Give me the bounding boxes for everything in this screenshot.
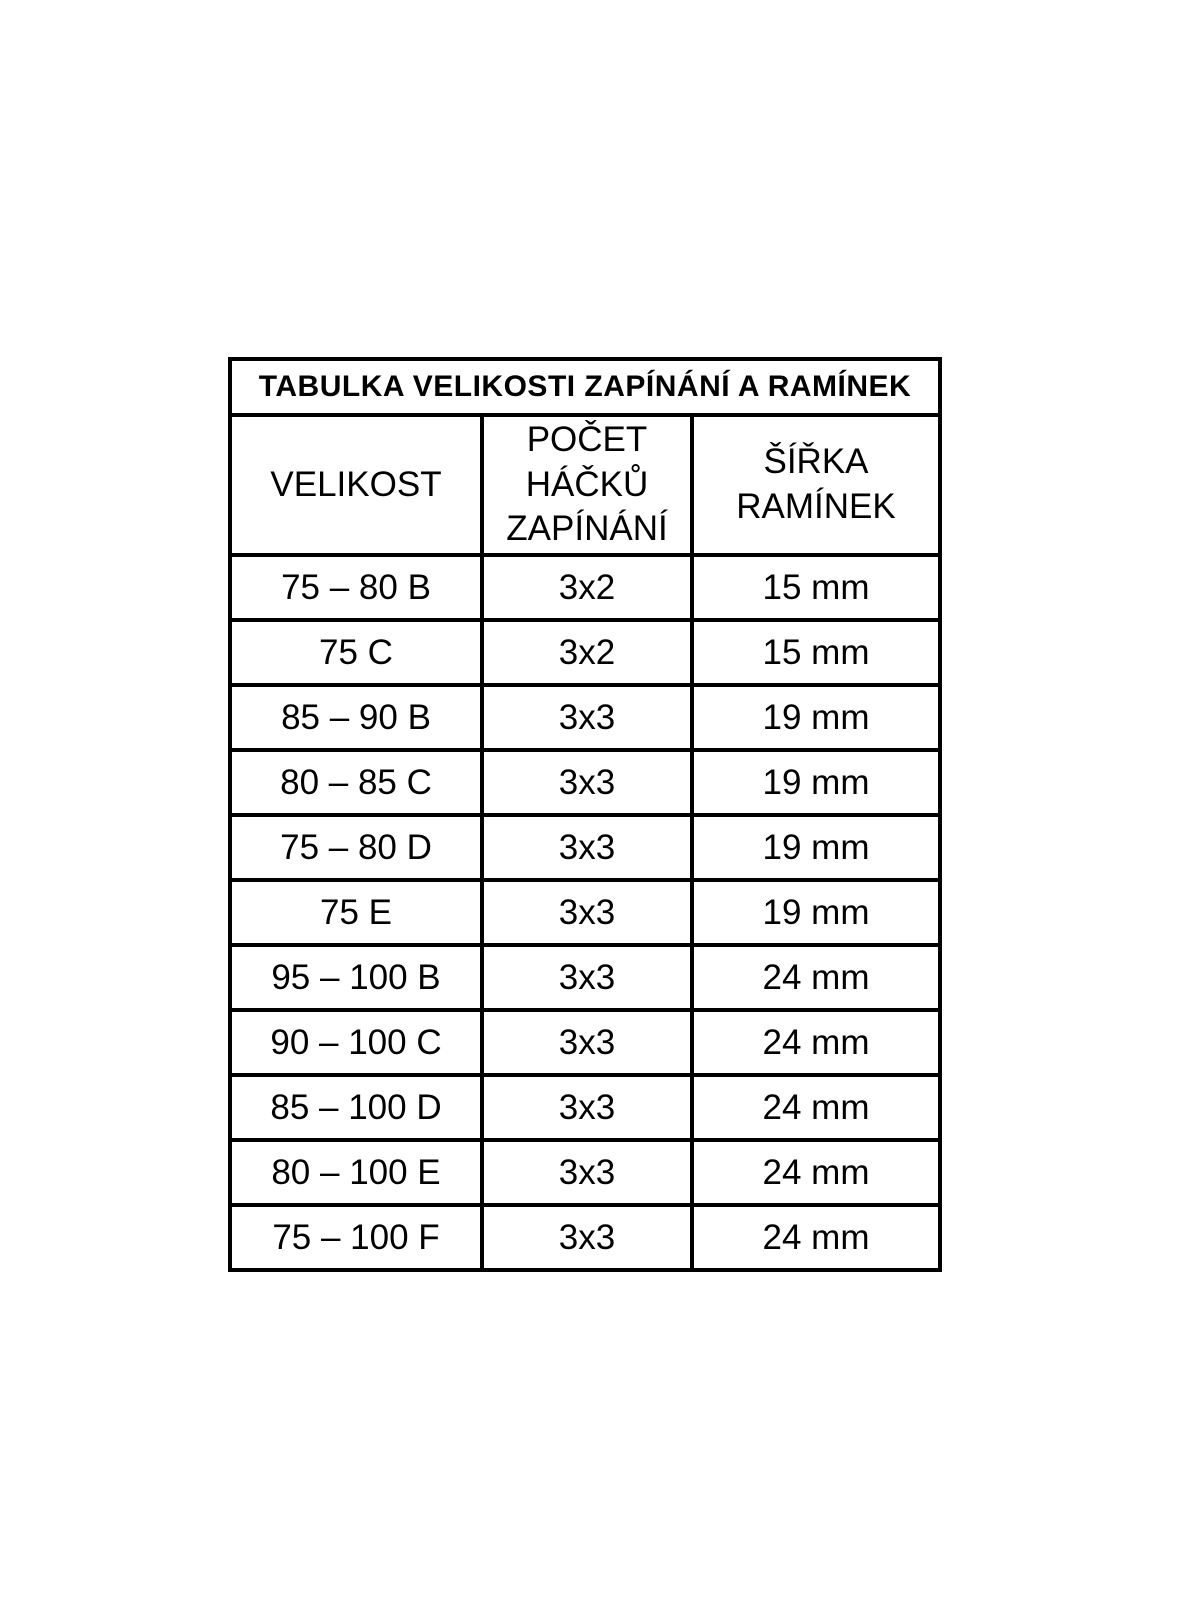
column-header-strap: ŠÍŘKA RAMÍNEK [690, 413, 942, 557]
cell-strap: 24 mm [690, 1073, 942, 1142]
table-title-row: TABULKA VELIKOSTI ZAPÍNÁNÍ A RAMÍNEK [228, 357, 942, 417]
table-row: 95 – 100 B 3x3 24 mm [228, 943, 942, 1012]
cell-strap: 15 mm [690, 553, 942, 622]
cell-size: 75 – 80 D [228, 813, 484, 882]
cell-hooks: 3x3 [480, 1008, 694, 1077]
table-title: TABULKA VELIKOSTI ZAPÍNÁNÍ A RAMÍNEK [228, 357, 942, 417]
cell-strap: 19 mm [690, 813, 942, 882]
cell-hooks: 3x3 [480, 878, 694, 947]
cell-hooks: 3x3 [480, 1138, 694, 1207]
cell-hooks: 3x3 [480, 943, 694, 1012]
cell-hooks: 3x3 [480, 748, 694, 817]
cell-size: 85 – 100 D [228, 1073, 484, 1142]
cell-strap: 24 mm [690, 943, 942, 1012]
cell-hooks: 3x3 [480, 1073, 694, 1142]
size-table: TABULKA VELIKOSTI ZAPÍNÁNÍ A RAMÍNEK VEL… [228, 357, 942, 1272]
table-row: 85 – 90 B 3x3 19 mm [228, 683, 942, 752]
table-row: 75 – 80 D 3x3 19 mm [228, 813, 942, 882]
table-row: 80 – 85 C 3x3 19 mm [228, 748, 942, 817]
column-header-size: VELIKOST [228, 413, 484, 557]
cell-hooks: 3x2 [480, 618, 694, 687]
table-row: 75 E 3x3 19 mm [228, 878, 942, 947]
cell-size: 75 – 80 B [228, 553, 484, 622]
table-header-row: VELIKOST POČET HÁČKŮ ZAPÍNÁNÍ ŠÍŘKA RAMÍ… [228, 413, 942, 557]
cell-strap: 19 mm [690, 878, 942, 947]
cell-size: 80 – 100 E [228, 1138, 484, 1207]
table-row: 85 – 100 D 3x3 24 mm [228, 1073, 942, 1142]
cell-size: 80 – 85 C [228, 748, 484, 817]
cell-strap: 19 mm [690, 683, 942, 752]
cell-size: 75 – 100 F [228, 1203, 484, 1272]
cell-hooks: 3x3 [480, 683, 694, 752]
cell-hooks: 3x2 [480, 553, 694, 622]
cell-strap: 24 mm [690, 1203, 942, 1272]
cell-strap: 24 mm [690, 1008, 942, 1077]
cell-size: 90 – 100 C [228, 1008, 484, 1077]
table-row: 75 C 3x2 15 mm [228, 618, 942, 687]
table-row: 75 – 80 B 3x2 15 mm [228, 553, 942, 622]
cell-strap: 19 mm [690, 748, 942, 817]
cell-size: 85 – 90 B [228, 683, 484, 752]
table-row: 90 – 100 C 3x3 24 mm [228, 1008, 942, 1077]
table-row: 80 – 100 E 3x3 24 mm [228, 1138, 942, 1207]
cell-size: 75 E [228, 878, 484, 947]
cell-size: 95 – 100 B [228, 943, 484, 1012]
cell-size: 75 C [228, 618, 484, 687]
cell-hooks: 3x3 [480, 1203, 694, 1272]
cell-strap: 15 mm [690, 618, 942, 687]
cell-strap: 24 mm [690, 1138, 942, 1207]
column-header-hooks: POČET HÁČKŮ ZAPÍNÁNÍ [480, 413, 694, 557]
table-row: 75 – 100 F 3x3 24 mm [228, 1203, 942, 1272]
cell-hooks: 3x3 [480, 813, 694, 882]
